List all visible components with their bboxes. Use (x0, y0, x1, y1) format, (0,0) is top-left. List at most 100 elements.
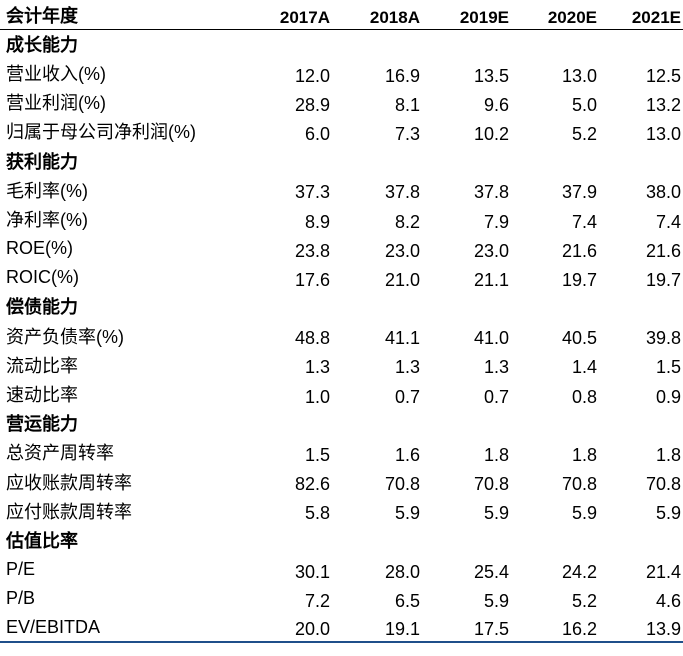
value-cell: 5.9 (332, 496, 422, 525)
header-year-2017a: 2017A (270, 0, 332, 29)
empty-cell (422, 409, 511, 438)
value-cell: 23.0 (332, 234, 422, 263)
value-cell: 23.0 (422, 234, 511, 263)
value-cell: 10.2 (422, 117, 511, 146)
row-label: 营业收入(%) (0, 58, 270, 87)
empty-cell (511, 292, 599, 321)
value-cell: 70.8 (332, 467, 422, 496)
value-cell: 21.4 (599, 555, 683, 584)
value-cell: 8.9 (270, 204, 332, 233)
value-cell: 7.4 (599, 204, 683, 233)
value-cell: 5.9 (422, 584, 511, 613)
section-row: 获利能力 (0, 146, 683, 175)
value-cell: 40.5 (511, 321, 599, 350)
row-label: 资产负债率(%) (0, 321, 270, 350)
value-cell: 1.3 (332, 350, 422, 379)
value-cell: 38.0 (599, 175, 683, 204)
table-row: 应付账款周转率 5.8 5.9 5.9 5.9 5.9 (0, 496, 683, 525)
value-cell: 1.6 (332, 438, 422, 467)
value-cell: 19.1 (332, 613, 422, 642)
value-cell: 13.0 (511, 58, 599, 87)
header-year-2018a: 2018A (332, 0, 422, 29)
value-cell: 41.1 (332, 321, 422, 350)
value-cell: 1.3 (270, 350, 332, 379)
value-cell: 41.0 (422, 321, 511, 350)
value-cell: 1.5 (270, 438, 332, 467)
section-row: 偿债能力 (0, 292, 683, 321)
value-cell: 12.5 (599, 58, 683, 87)
empty-cell (270, 409, 332, 438)
row-label: 流动比率 (0, 350, 270, 379)
value-cell: 17.6 (270, 263, 332, 292)
value-cell: 21.6 (511, 234, 599, 263)
value-cell: 7.2 (270, 584, 332, 613)
value-cell: 9.6 (422, 88, 511, 117)
table-row: 流动比率 1.3 1.3 1.3 1.4 1.5 (0, 350, 683, 379)
value-cell: 1.8 (511, 438, 599, 467)
value-cell: 12.0 (270, 58, 332, 87)
value-cell: 5.8 (270, 496, 332, 525)
row-label: EV/EBITDA (0, 613, 270, 642)
value-cell: 13.5 (422, 58, 511, 87)
value-cell: 13.2 (599, 88, 683, 117)
empty-cell (332, 146, 422, 175)
value-cell: 1.8 (599, 438, 683, 467)
table-row: 营业收入(%) 12.0 16.9 13.5 13.0 12.5 (0, 58, 683, 87)
value-cell: 5.2 (511, 584, 599, 613)
value-cell: 8.1 (332, 88, 422, 117)
row-label: 应收账款周转率 (0, 467, 270, 496)
table-row: 净利率(%) 8.9 8.2 7.9 7.4 7.4 (0, 204, 683, 233)
section-title: 估值比率 (0, 525, 270, 554)
table-row: 总资产周转率 1.5 1.6 1.8 1.8 1.8 (0, 438, 683, 467)
table-body: 会计年度 2017A 2018A 2019E 2020E 2021E 成长能力营… (0, 0, 683, 642)
value-cell: 0.9 (599, 379, 683, 408)
value-cell: 17.5 (422, 613, 511, 642)
value-cell: 5.0 (511, 88, 599, 117)
value-cell: 28.0 (332, 555, 422, 584)
table-row: 归属于母公司净利润(%) 6.0 7.3 10.2 5.2 13.0 (0, 117, 683, 146)
empty-cell (511, 525, 599, 554)
empty-cell (332, 292, 422, 321)
value-cell: 6.0 (270, 117, 332, 146)
value-cell: 21.1 (422, 263, 511, 292)
value-cell: 7.3 (332, 117, 422, 146)
header-label: 会计年度 (0, 0, 270, 29)
value-cell: 0.8 (511, 379, 599, 408)
section-title: 成长能力 (0, 29, 270, 58)
table-row: ROE(%) 23.8 23.0 23.0 21.6 21.6 (0, 234, 683, 263)
value-cell: 13.9 (599, 613, 683, 642)
value-cell: 21.6 (599, 234, 683, 263)
value-cell: 23.8 (270, 234, 332, 263)
empty-cell (270, 146, 332, 175)
empty-cell (422, 525, 511, 554)
value-cell: 28.9 (270, 88, 332, 117)
table-row: 营业利润(%) 28.9 8.1 9.6 5.0 13.2 (0, 88, 683, 117)
value-cell: 37.8 (332, 175, 422, 204)
value-cell: 82.6 (270, 467, 332, 496)
value-cell: 6.5 (332, 584, 422, 613)
table-row: 速动比率 1.0 0.7 0.7 0.8 0.9 (0, 379, 683, 408)
value-cell: 0.7 (332, 379, 422, 408)
value-cell: 25.4 (422, 555, 511, 584)
row-label: ROE(%) (0, 234, 270, 263)
table-row: P/B 7.2 6.5 5.9 5.2 4.6 (0, 584, 683, 613)
empty-cell (422, 29, 511, 58)
empty-cell (332, 29, 422, 58)
value-cell: 1.4 (511, 350, 599, 379)
table-row: EV/EBITDA 20.0 19.1 17.5 16.2 13.9 (0, 613, 683, 642)
section-title: 获利能力 (0, 146, 270, 175)
section-title: 偿债能力 (0, 292, 270, 321)
value-cell: 20.0 (270, 613, 332, 642)
value-cell: 19.7 (599, 263, 683, 292)
empty-cell (332, 409, 422, 438)
value-cell: 1.5 (599, 350, 683, 379)
value-cell: 37.9 (511, 175, 599, 204)
section-row: 成长能力 (0, 29, 683, 58)
value-cell: 13.0 (599, 117, 683, 146)
empty-cell (599, 292, 683, 321)
empty-cell (270, 29, 332, 58)
header-year-2021e: 2021E (599, 0, 683, 29)
empty-cell (270, 292, 332, 321)
row-label: 归属于母公司净利润(%) (0, 117, 270, 146)
row-label: 速动比率 (0, 379, 270, 408)
